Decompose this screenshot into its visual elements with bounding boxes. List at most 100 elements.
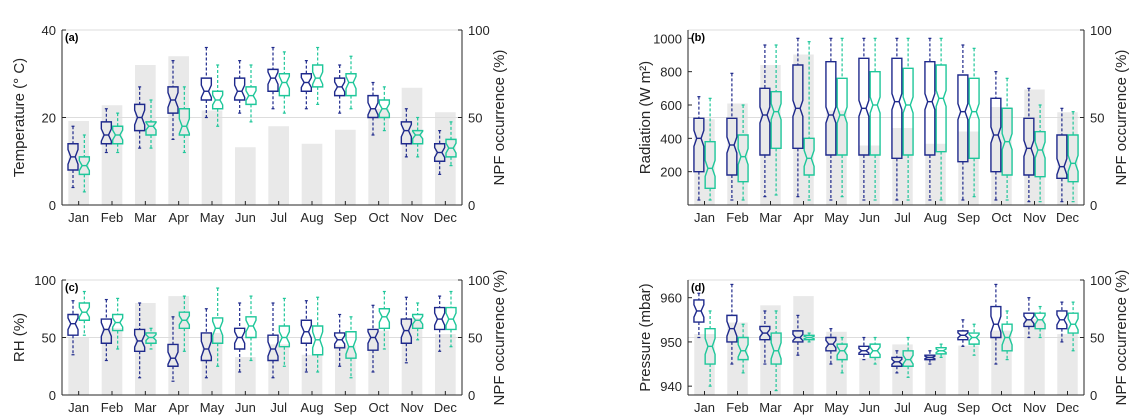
- box-body: [858, 57, 870, 156]
- x-tick-label: Dec: [1056, 210, 1080, 225]
- y-tick-label: 600: [660, 98, 682, 113]
- box-series-b: [311, 46, 324, 105]
- npf-bar: [401, 87, 423, 205]
- box-body: [333, 77, 346, 97]
- x-tick-label: Jun: [859, 400, 880, 415]
- box-body: [1034, 312, 1046, 330]
- box-series-a: [100, 298, 113, 362]
- box-series-b: [968, 47, 980, 198]
- box-series-a: [825, 328, 837, 365]
- box-series-b: [78, 290, 91, 336]
- x-tick-label: Jul: [270, 400, 287, 415]
- box-series-a: [167, 60, 179, 140]
- npf-bar: [368, 108, 389, 205]
- y-tick-label: 50: [42, 331, 56, 346]
- panel-a: 0 20 40 0 50 100 Jan Feb Mar Apr May Jun Jul Aug Sep Oc…: [11, 23, 508, 225]
- box-series-a: [957, 44, 969, 201]
- x-tick-label: Dec: [1056, 400, 1080, 415]
- x-tick-label: Aug: [924, 400, 947, 415]
- box-series-b: [345, 55, 357, 110]
- npf-bar: [1024, 89, 1045, 205]
- y2-axis-title: NPF occurrence (%): [1113, 270, 1130, 406]
- y-tick-label: 1000: [653, 31, 682, 46]
- box-body: [345, 331, 357, 359]
- x-tick-label: Feb: [726, 210, 748, 225]
- box-body: [178, 108, 191, 136]
- x-tick-label: Oct: [369, 400, 390, 415]
- box-body: [233, 327, 246, 350]
- box-series-b: [836, 336, 848, 374]
- y2-axis-title: NPF occurrence (%): [491, 270, 508, 406]
- x-tick-label: Apr: [793, 210, 814, 225]
- npf-bar: [793, 296, 814, 395]
- box-series-a: [67, 125, 79, 189]
- box-series-a: [200, 308, 213, 379]
- box-series-a: [400, 108, 413, 158]
- x-tick-label: Jul: [894, 210, 911, 225]
- box-series-a: [167, 316, 179, 382]
- npf-bar: [435, 334, 456, 395]
- y-tick-label: 800: [660, 65, 682, 80]
- box-body: [935, 346, 947, 355]
- box-body: [345, 73, 357, 97]
- npf-bar: [368, 330, 389, 395]
- box-series-b: [378, 86, 391, 132]
- box-series-a: [1056, 301, 1068, 343]
- box-body: [211, 90, 224, 110]
- y-axis-title: Temperature (° C): [11, 58, 28, 177]
- box-body: [704, 140, 716, 190]
- box-series-a: [233, 302, 246, 373]
- box-series-b: [704, 310, 716, 387]
- y-tick-label: 960: [660, 291, 682, 306]
- box-body: [803, 334, 815, 341]
- box-body: [792, 64, 804, 150]
- box-series-a: [858, 336, 870, 361]
- box-series-b: [1034, 305, 1046, 339]
- box-body: [1067, 312, 1079, 334]
- box-series-a: [333, 313, 346, 367]
- box-body: [737, 134, 749, 183]
- y2-tick-label: 100: [468, 23, 490, 38]
- y2-tick-label: 0: [468, 198, 475, 213]
- box-body: [145, 121, 157, 136]
- y-tick-label: 0: [49, 198, 56, 213]
- box-series-a: [759, 44, 771, 198]
- box-series-b: [704, 97, 716, 201]
- box-body: [924, 60, 936, 156]
- y-tick-label: 200: [660, 165, 682, 180]
- box-series-a: [990, 71, 1002, 201]
- box-series-b: [1067, 301, 1079, 352]
- box-body: [693, 299, 705, 323]
- box-body: [836, 77, 848, 156]
- x-tick-label: Oct: [991, 400, 1012, 415]
- box-body: [968, 332, 980, 345]
- box-series-a: [924, 37, 936, 201]
- box-body: [245, 86, 257, 106]
- box-series-a: [825, 37, 837, 201]
- box-series-b: [803, 332, 815, 343]
- box-series-b: [1034, 104, 1046, 203]
- panel-label: (c): [65, 282, 79, 294]
- npf-bar: [268, 344, 289, 395]
- y-tick-label: 950: [660, 335, 682, 350]
- box-body: [902, 350, 914, 367]
- box-body: [445, 306, 457, 331]
- box-body: [67, 143, 79, 171]
- x-tick-label: Sep: [334, 210, 357, 225]
- x-tick-label: Feb: [726, 400, 748, 415]
- box-body: [1023, 312, 1035, 328]
- box-series-b: [145, 99, 157, 149]
- box-body: [100, 318, 113, 344]
- npf-bar: [859, 358, 880, 395]
- x-tick-label: Apr: [793, 400, 814, 415]
- box-series-b: [278, 51, 291, 114]
- box-body: [726, 314, 738, 343]
- box-series-a: [367, 81, 379, 136]
- y2-tick-label: 50: [1090, 331, 1104, 346]
- box-series-a: [67, 300, 79, 356]
- y2-axis-title: NPF occurrence (%): [1113, 50, 1130, 186]
- box-body: [869, 343, 881, 359]
- box-series-b: [178, 295, 191, 352]
- box-body: [1001, 107, 1013, 176]
- box-series-a: [267, 302, 279, 379]
